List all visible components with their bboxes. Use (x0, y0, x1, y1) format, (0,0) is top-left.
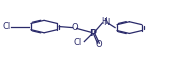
Text: Cl: Cl (2, 22, 10, 31)
Text: Cl: Cl (73, 38, 81, 47)
Text: P: P (90, 29, 97, 38)
Text: O: O (96, 40, 102, 49)
Text: N: N (103, 18, 109, 27)
Text: H: H (101, 17, 107, 26)
Text: O: O (71, 23, 78, 32)
